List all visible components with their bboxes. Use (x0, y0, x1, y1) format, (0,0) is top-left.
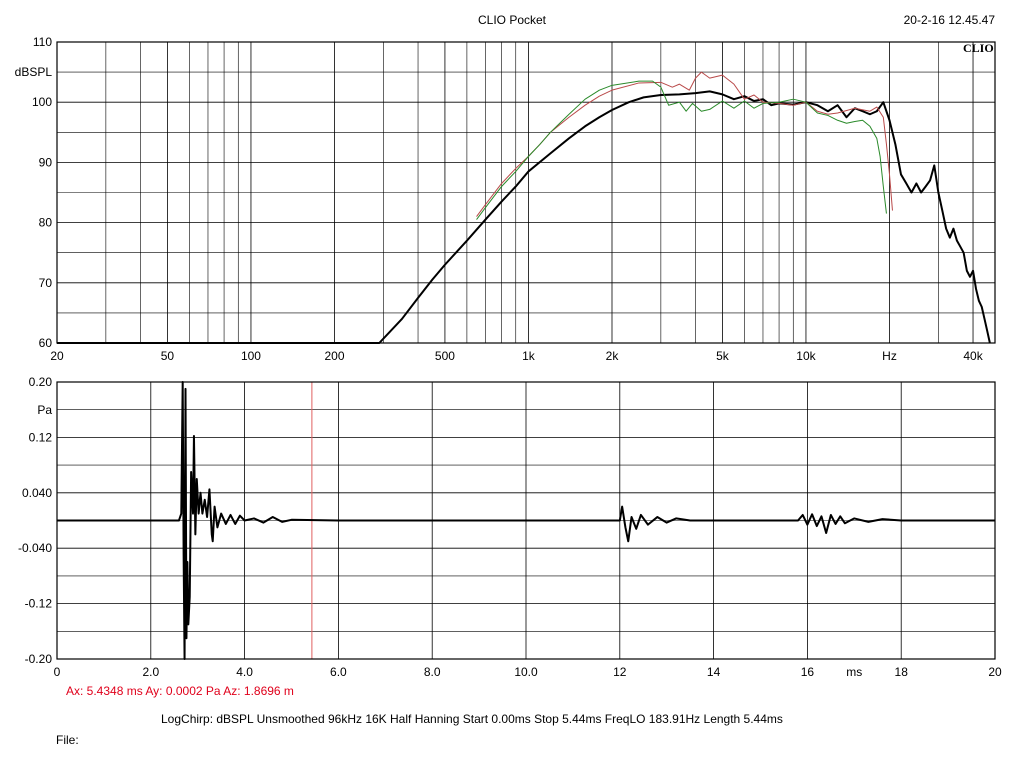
impulse-response-chart[interactable]: 0 2.0 4.0 6.0 8.0 10.0 12 14 16 18 20 0.20 0.12 0.040… (18, 375, 1002, 679)
x-tick-label: 500 (435, 349, 455, 363)
y-tick-label: 60 (39, 336, 53, 350)
x-tick-label: 50 (161, 349, 175, 363)
x-tick-label: 5k (716, 349, 730, 363)
y-tick-label: -0.20 (25, 652, 53, 666)
x-tick-label: Hz (882, 349, 897, 363)
plot-frame (56, 381, 996, 660)
x-tick-label: 200 (324, 349, 344, 363)
x-tick-label: 12 (613, 665, 627, 679)
y-tick-label: 0.040 (22, 486, 52, 500)
x-tick-label: 6.0 (330, 665, 347, 679)
x-tick-label: 100 (241, 349, 261, 363)
measurement-settings: LogChirp: dBSPL Unsmoothed 96kHz 16K Hal… (161, 712, 783, 726)
y-tick-label: 0.20 (29, 375, 53, 389)
x-tick-label: 16 (801, 665, 815, 679)
timestamp: 20-2-16 12.45.47 (903, 13, 995, 27)
y-tick-label: 110 (33, 35, 52, 49)
x-tick-label: 10.0 (514, 665, 538, 679)
series-line-1 (57, 381, 995, 660)
y-tick-label: 90 (39, 155, 53, 169)
cursor-readout: Ax: 5.4348 ms Ay: 0.0002 Pa Az: 1.8696 m (66, 684, 294, 698)
y-axis-label: Pa (37, 403, 52, 417)
x-tick-label: 40k (963, 349, 983, 363)
x-axis-label: ms (846, 665, 862, 679)
brand-logo-text: CLIO (963, 41, 994, 55)
x-tick-label: 20 (988, 665, 1002, 679)
x-tick-label: 18 (895, 665, 909, 679)
x-tick-label: 1k (522, 349, 536, 363)
x-tick-label: 4.0 (236, 665, 253, 679)
series-line-1 (57, 90, 991, 344)
x-tick-label: 8.0 (424, 665, 441, 679)
y-tick-label: 80 (39, 216, 53, 230)
series-line-3 (476, 80, 887, 220)
app-title: CLIO Pocket (477, 13, 547, 27)
y-tick-label: 70 (39, 276, 53, 290)
frequency-response-chart[interactable]: 20 50 100 200 500 1k 2k 5k 10k Hz 40k 60 70 80 90 100 11… (15, 35, 996, 363)
x-tick-label: 2k (606, 349, 620, 363)
x-tick-label: 14 (707, 665, 721, 679)
x-tick-label: 2.0 (142, 665, 159, 679)
x-tick-label: 20 (50, 349, 64, 363)
y-axis-label: dBSPL (15, 65, 53, 79)
y-tick-label: 100 (32, 95, 52, 109)
x-tick-label: 0 (54, 665, 61, 679)
y-tick-label: 0.12 (29, 430, 53, 444)
file-label: File: (56, 733, 79, 747)
x-tick-label: 10k (796, 349, 816, 363)
y-tick-label: -0.12 (25, 597, 53, 611)
y-tick-label: -0.040 (18, 541, 52, 555)
plot-frame (56, 41, 996, 344)
